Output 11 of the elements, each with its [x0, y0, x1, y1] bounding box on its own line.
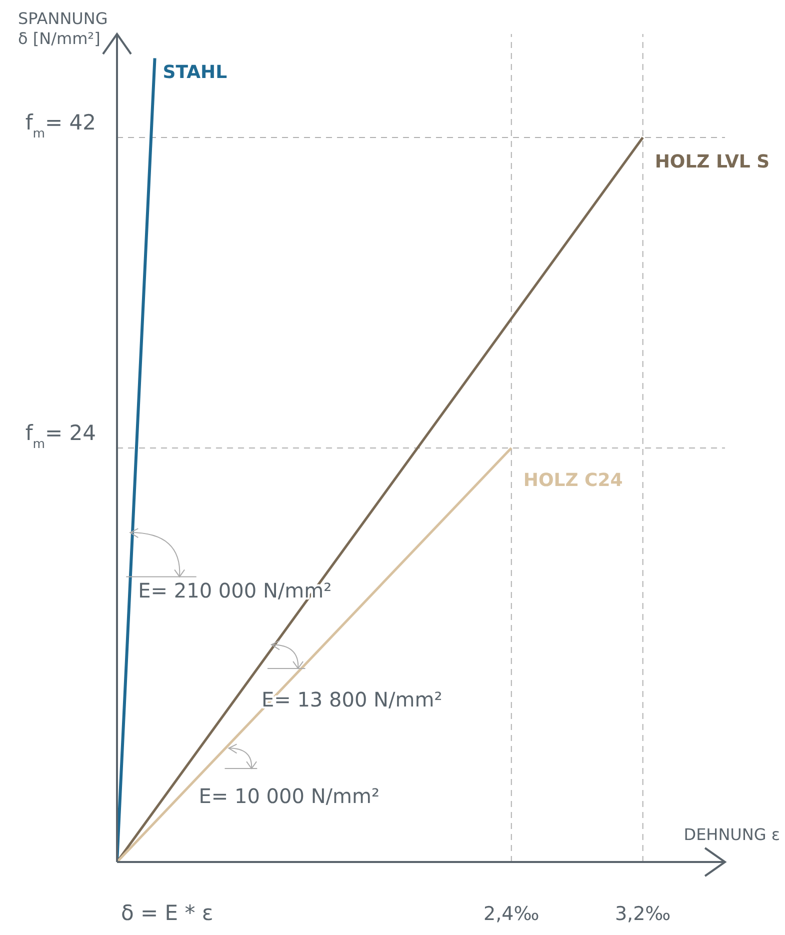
- annotation: E= 10 000 N/mm²: [198, 784, 380, 808]
- x-axis-title: DEHNUNG ε: [684, 825, 780, 844]
- y-axis-title: SPANNUNG δ [N/mm²]: [18, 9, 108, 48]
- series-label: HOLZ C24: [523, 470, 623, 491]
- text: δ = E * ε: [121, 901, 214, 925]
- series-label: HOLZ LVL S: [654, 152, 770, 172]
- y-tick-label: f$_{m}$= 24: [25, 421, 96, 450]
- series-label: STAHL: [162, 62, 228, 84]
- x-tick-label: 3,2‰: [614, 903, 671, 925]
- y-tick-label: f$_{m}$= 42: [25, 110, 96, 140]
- x-tick-label: 2,4‰: [484, 903, 540, 925]
